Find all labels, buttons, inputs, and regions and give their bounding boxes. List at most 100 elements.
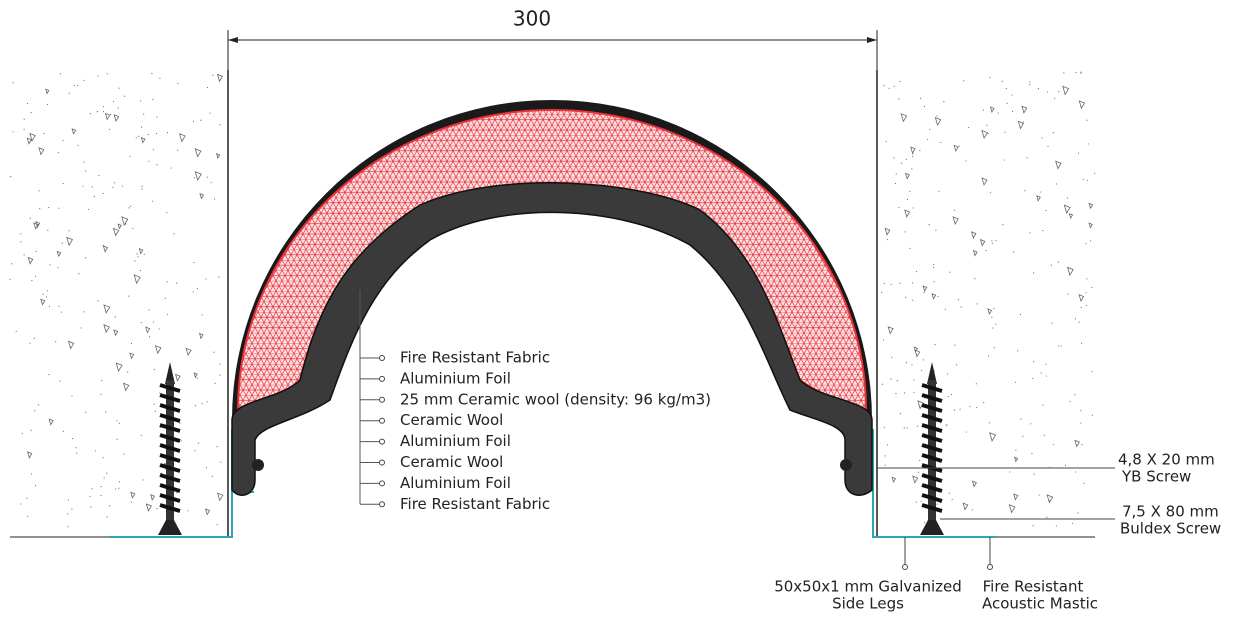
screw-thread [159, 443, 181, 453]
speckle [12, 82, 14, 84]
speckle [75, 447, 77, 449]
screw-thread [159, 503, 181, 513]
speckle [1054, 97, 1056, 99]
speckle [917, 471, 920, 473]
speckle [164, 297, 166, 299]
speckle [100, 494, 102, 497]
aggregate [1074, 439, 1080, 448]
speckle [37, 404, 40, 406]
speckle [1019, 313, 1022, 316]
speckle [200, 119, 202, 121]
aggregate [216, 153, 221, 160]
screw-thread [921, 413, 943, 423]
speckle [33, 337, 35, 339]
aggregate [1088, 202, 1094, 210]
layer-label: Ceramic Wool [400, 453, 503, 471]
speckle [885, 140, 887, 143]
speckle [991, 242, 993, 244]
screw-thread [159, 393, 181, 403]
speckle [940, 141, 942, 144]
speckle [995, 323, 997, 325]
speckle [929, 128, 931, 131]
speckle [139, 269, 142, 272]
speckle [85, 411, 87, 413]
speckle [991, 316, 993, 318]
speckle [21, 432, 23, 435]
speckle [128, 295, 130, 297]
screw-thread [921, 473, 943, 483]
speckle [15, 330, 17, 332]
aggregate [913, 346, 919, 353]
screw-head [920, 520, 944, 535]
aggregate [140, 136, 146, 144]
speckle [894, 182, 897, 185]
aggregate [104, 112, 111, 121]
screws [158, 362, 944, 535]
speckle [125, 223, 127, 225]
speckle [156, 116, 158, 118]
speckle [59, 73, 62, 75]
speckle [68, 92, 70, 94]
layer-dot [379, 501, 385, 508]
speckle [1026, 157, 1028, 159]
speckle [1087, 143, 1089, 145]
speckle [196, 377, 198, 379]
speckle [143, 253, 145, 255]
aggregate [145, 503, 152, 512]
aggregate [67, 340, 75, 350]
screw-thread [159, 413, 181, 423]
speckle [1005, 87, 1007, 90]
speckle [1020, 418, 1022, 420]
speckle [77, 144, 79, 146]
speckle [76, 452, 78, 454]
aggregate [1036, 195, 1041, 202]
speckle [1043, 434, 1046, 436]
speckle [927, 138, 929, 141]
speckle [1041, 137, 1043, 139]
speckle [152, 148, 155, 151]
speckle [1052, 443, 1054, 446]
screw-thread [159, 423, 181, 433]
speckle [93, 196, 95, 198]
speckle [100, 485, 102, 488]
speckle [1011, 94, 1013, 96]
speckle [118, 487, 120, 489]
speckle [58, 207, 60, 209]
screw-thread [159, 433, 181, 443]
speckle [216, 523, 218, 526]
speckle [9, 278, 11, 280]
speckle [61, 242, 63, 244]
speckle [1077, 152, 1080, 154]
speckle [48, 305, 51, 308]
yb-screw-head [840, 459, 852, 471]
speckle [1078, 321, 1080, 323]
speckle [884, 464, 886, 466]
speckle [48, 373, 50, 376]
speckle [884, 455, 886, 457]
speckle [1029, 232, 1031, 234]
speckle [220, 461, 222, 463]
speckle [1085, 292, 1087, 294]
speckle [895, 173, 897, 175]
speckle [1042, 404, 1044, 406]
layer-dot [379, 459, 385, 466]
screw-thread [921, 383, 943, 393]
speckle [59, 380, 61, 382]
speckle [91, 488, 93, 490]
speckle [1012, 251, 1015, 253]
screw-shank [928, 380, 936, 525]
speckle [1042, 229, 1044, 232]
speckle [20, 241, 22, 243]
speckle [1037, 88, 1040, 90]
speckle [83, 79, 85, 82]
speckle [39, 208, 41, 210]
speckle [158, 328, 160, 330]
speckle [900, 162, 903, 164]
speckle [31, 279, 33, 282]
speckle [143, 113, 145, 115]
aggregate [130, 491, 136, 499]
speckle [915, 501, 918, 503]
speckle [954, 344, 956, 346]
speckle [58, 305, 60, 307]
